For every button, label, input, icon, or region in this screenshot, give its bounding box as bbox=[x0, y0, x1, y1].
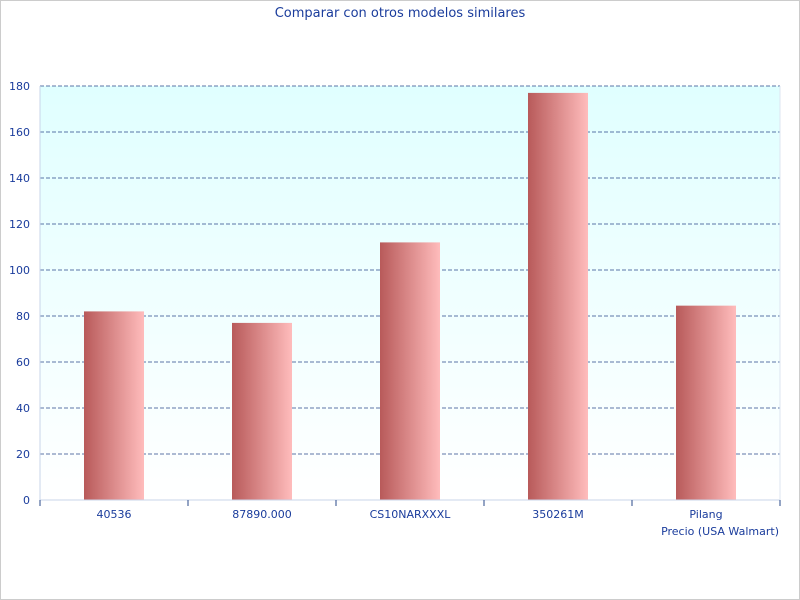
y-tick-label: 120 bbox=[9, 218, 30, 231]
x-category-label: CS10NARXXXL bbox=[370, 508, 452, 521]
y-tick-label: 0 bbox=[23, 494, 30, 507]
y-tick-label: 80 bbox=[16, 310, 30, 323]
bar-Pilang bbox=[676, 305, 736, 500]
bar-CS10NARXXXL bbox=[380, 242, 440, 500]
x-category-labels: 40536 87890.000 CS10NARXXXL 350261M Pilang bbox=[97, 508, 723, 521]
bars bbox=[84, 92, 736, 501]
y-tick-label: 60 bbox=[16, 356, 30, 369]
x-category-label: 350261M bbox=[532, 508, 583, 521]
x-category-label: 40536 bbox=[97, 508, 132, 521]
x-axis-label: Precio (USA Walmart) bbox=[661, 525, 779, 538]
y-tick-label: 180 bbox=[9, 80, 30, 93]
x-category-label: Pilang bbox=[689, 508, 722, 521]
bar-350261M bbox=[528, 92, 588, 501]
y-tick-label: 100 bbox=[9, 264, 30, 277]
bar-40536 bbox=[84, 311, 144, 500]
bar-87890.000 bbox=[232, 322, 292, 500]
y-tick-label: 160 bbox=[9, 126, 30, 139]
y-tick-labels: 0 20 40 60 80 100 120 140 160 180 bbox=[9, 80, 30, 507]
y-tick-label: 20 bbox=[16, 448, 30, 461]
chart-title: Comparar con otros modelos similares bbox=[275, 6, 526, 21]
y-tick-label: 40 bbox=[16, 402, 30, 415]
axes bbox=[39, 86, 781, 506]
y-tick-label: 140 bbox=[9, 172, 30, 185]
x-category-label: 87890.000 bbox=[232, 508, 292, 521]
